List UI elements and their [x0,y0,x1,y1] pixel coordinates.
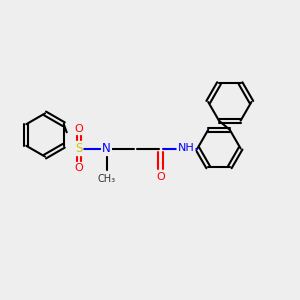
Text: CH₃: CH₃ [98,173,116,184]
Text: O: O [74,124,83,134]
Text: O: O [74,163,83,173]
Text: NH: NH [178,143,194,153]
Text: O: O [157,172,166,182]
Text: S: S [75,142,82,155]
Text: N: N [102,142,111,155]
